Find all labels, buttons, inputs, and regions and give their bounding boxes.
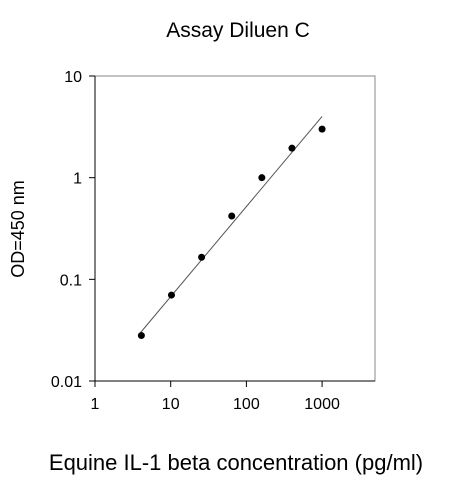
- x-tick-label: 10: [162, 396, 180, 413]
- data-point: [198, 253, 206, 261]
- data-point: [137, 332, 145, 340]
- x-tick-label: 1000: [304, 396, 340, 413]
- y-tick-label: 10: [64, 69, 82, 86]
- data-point: [228, 212, 236, 220]
- y-axis-label: OD=450 nm: [8, 180, 28, 278]
- data-point: [167, 291, 175, 299]
- y-tick-label: 0.1: [60, 272, 82, 289]
- y-tick-label: 1: [73, 171, 82, 188]
- plot-frame: [94, 75, 376, 382]
- x-axis-label: Equine IL-1 beta concentration (pg/ml): [49, 450, 423, 475]
- x-tick-label: 1: [91, 396, 100, 413]
- x-tick-label: 100: [233, 396, 260, 413]
- data-point: [318, 125, 326, 133]
- data-point: [288, 144, 296, 152]
- y-tick-label: 0.01: [51, 374, 82, 391]
- chart-title: Assay Diluen C: [166, 19, 310, 42]
- data-point: [258, 174, 266, 182]
